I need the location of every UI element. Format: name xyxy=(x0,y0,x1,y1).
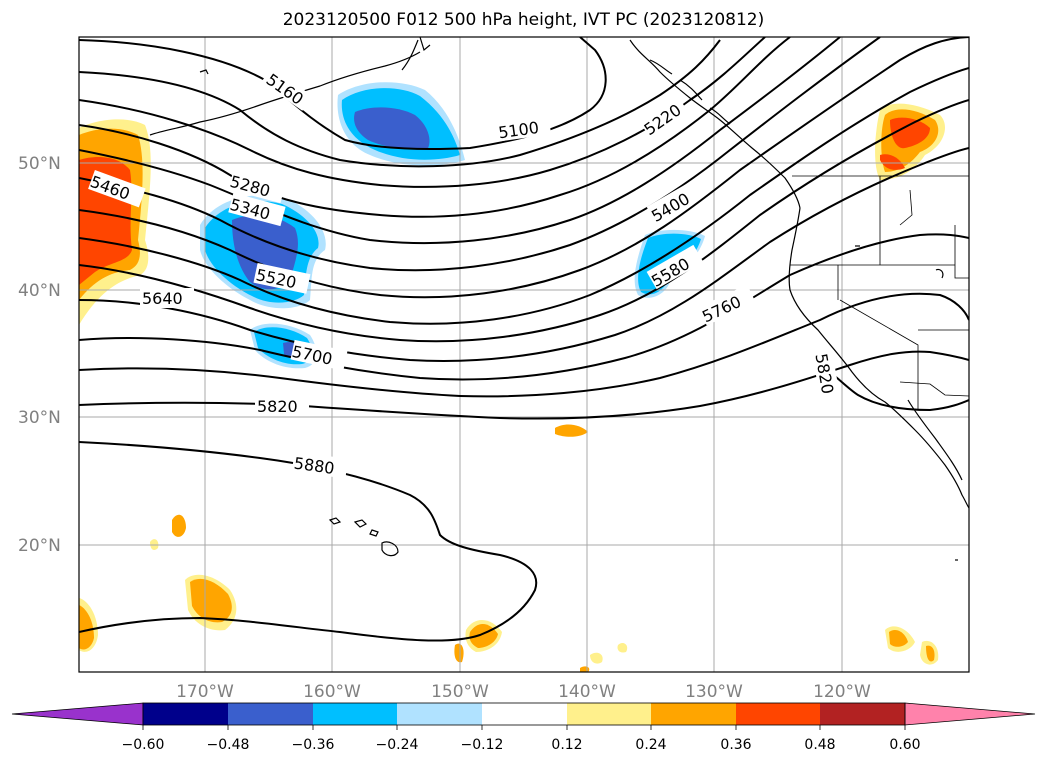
colorbar-tick-label: −0.48 xyxy=(207,737,250,753)
lon-label: 150°W xyxy=(431,682,489,702)
lon-label: 130°W xyxy=(685,682,743,702)
graticule xyxy=(79,37,969,672)
lat-label: 20°N xyxy=(18,536,61,556)
lat-label: 50°N xyxy=(18,154,61,174)
colorbar-bin xyxy=(736,703,820,725)
colorbar-tick-label: 0.24 xyxy=(635,737,666,753)
contour-label: 5820 xyxy=(257,397,298,416)
contour-label: 5640 xyxy=(142,289,183,308)
map-frame xyxy=(78,36,970,673)
lat-label: 30°N xyxy=(18,408,61,428)
lon-label: 160°W xyxy=(303,682,361,702)
colorbar-over-arrow xyxy=(904,702,1036,726)
latitude-labels: 50°N 40°N 30°N 20°N xyxy=(18,154,61,556)
colorbar-tick-label: −0.36 xyxy=(292,737,335,753)
longitude-labels: 170°W 160°W 150°W 140°W 130°W 120°W xyxy=(176,682,871,702)
colorbar-bin xyxy=(397,703,482,725)
colorbar-tick-label: −0.12 xyxy=(461,737,504,753)
colorbar-bin xyxy=(228,703,313,725)
colorbar-tick-label: 0.48 xyxy=(804,737,835,753)
colorbar-bin xyxy=(143,703,228,725)
colorbar-bin xyxy=(567,703,651,725)
lon-label: 170°W xyxy=(176,682,234,702)
colorbar-under-arrow xyxy=(11,702,144,726)
lon-label: 140°W xyxy=(558,682,616,702)
political-boundaries xyxy=(790,175,969,410)
colorbar-bin xyxy=(313,703,397,725)
colorbar-bin xyxy=(820,703,905,725)
colorbar-tick-label: 0.12 xyxy=(551,737,582,753)
colorbar-tick-label: 0.60 xyxy=(889,737,920,753)
map-title: 2023120500 F012 500 hPa height, IVT PC (… xyxy=(282,10,765,30)
colorbar-tick-label: −0.24 xyxy=(376,737,419,753)
lat-label: 40°N xyxy=(18,281,61,301)
colorbar-bin xyxy=(651,703,736,725)
lon-label: 120°W xyxy=(813,682,871,702)
colorbar-tick-label: 0.36 xyxy=(720,737,751,753)
colorbar-bin xyxy=(482,703,567,725)
colorbar-tick-label: −0.60 xyxy=(122,737,165,753)
colorbar: −0.60 −0.48 −0.36 −0.24 −0.12 0.12 0.24 … xyxy=(11,702,1036,753)
